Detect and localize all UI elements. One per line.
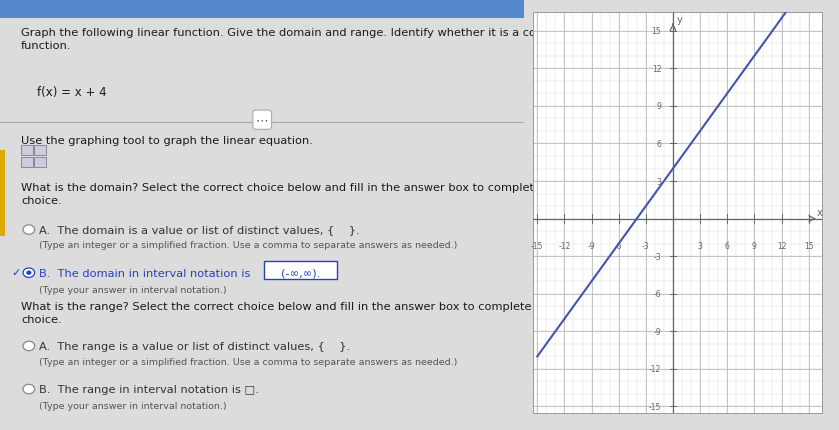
Text: -15: -15 bbox=[531, 242, 544, 251]
Text: What is the domain? Select the correct choice below and fill in the answer box t: What is the domain? Select the correct c… bbox=[21, 183, 571, 206]
Text: ⋯: ⋯ bbox=[256, 114, 268, 127]
Text: -6: -6 bbox=[654, 289, 661, 298]
Text: -9: -9 bbox=[654, 327, 661, 336]
Text: 15: 15 bbox=[652, 27, 661, 36]
FancyBboxPatch shape bbox=[34, 157, 46, 168]
FancyBboxPatch shape bbox=[34, 145, 46, 156]
Text: 9: 9 bbox=[752, 242, 757, 251]
FancyBboxPatch shape bbox=[21, 145, 33, 156]
Text: (Type an integer or a simplified fraction. Use a comma to separate answers as ne: (Type an integer or a simplified fractio… bbox=[39, 357, 458, 366]
Text: 9: 9 bbox=[656, 102, 661, 111]
Text: (Type your answer in interval notation.): (Type your answer in interval notation.) bbox=[39, 401, 227, 410]
Text: 15: 15 bbox=[804, 242, 814, 251]
Circle shape bbox=[26, 271, 32, 275]
Text: Use the graphing tool to graph the linear equation.: Use the graphing tool to graph the linea… bbox=[21, 135, 313, 145]
Text: ✓: ✓ bbox=[12, 267, 21, 277]
Text: -15: -15 bbox=[649, 402, 661, 411]
Text: -12: -12 bbox=[649, 365, 661, 374]
Text: -9: -9 bbox=[588, 242, 596, 251]
Text: (-∞,∞).: (-∞,∞). bbox=[280, 268, 320, 278]
Text: -6: -6 bbox=[615, 242, 623, 251]
Text: Graph the following linear function. Give the domain and range. Identify whether: Graph the following linear function. Giv… bbox=[21, 28, 572, 51]
Text: -3: -3 bbox=[654, 252, 661, 261]
Text: 12: 12 bbox=[652, 64, 661, 74]
FancyBboxPatch shape bbox=[21, 157, 33, 168]
Text: -3: -3 bbox=[642, 242, 649, 251]
Circle shape bbox=[23, 384, 34, 394]
Text: (Type an integer or a simplified fraction. Use a comma to separate answers as ne: (Type an integer or a simplified fractio… bbox=[39, 241, 458, 250]
Circle shape bbox=[23, 225, 34, 235]
Text: What is the range? Select the correct choice below and fill in the answer box to: What is the range? Select the correct ch… bbox=[21, 301, 560, 324]
Text: 3: 3 bbox=[656, 177, 661, 186]
FancyBboxPatch shape bbox=[0, 0, 524, 19]
Text: 6: 6 bbox=[656, 140, 661, 149]
FancyBboxPatch shape bbox=[263, 262, 336, 279]
Text: B.  The range in interval notation is □.: B. The range in interval notation is □. bbox=[39, 384, 259, 394]
Text: y: y bbox=[676, 15, 682, 25]
Text: (Type your answer in interval notation.): (Type your answer in interval notation.) bbox=[39, 285, 227, 294]
FancyBboxPatch shape bbox=[0, 150, 5, 237]
Text: 6: 6 bbox=[725, 242, 730, 251]
Text: x: x bbox=[816, 208, 822, 218]
Text: 3: 3 bbox=[698, 242, 702, 251]
Text: A.  The range is a value or list of distinct values, {    }.: A. The range is a value or list of disti… bbox=[39, 341, 351, 351]
Text: f(x) = x + 4: f(x) = x + 4 bbox=[37, 86, 107, 99]
Text: 12: 12 bbox=[777, 242, 786, 251]
Text: -12: -12 bbox=[558, 242, 571, 251]
Circle shape bbox=[23, 268, 34, 278]
Text: A.  The domain is a value or list of distinct values, {    }.: A. The domain is a value or list of dist… bbox=[39, 225, 360, 235]
Text: B.  The domain in interval notation is: B. The domain in interval notation is bbox=[39, 268, 254, 278]
Circle shape bbox=[23, 341, 34, 351]
